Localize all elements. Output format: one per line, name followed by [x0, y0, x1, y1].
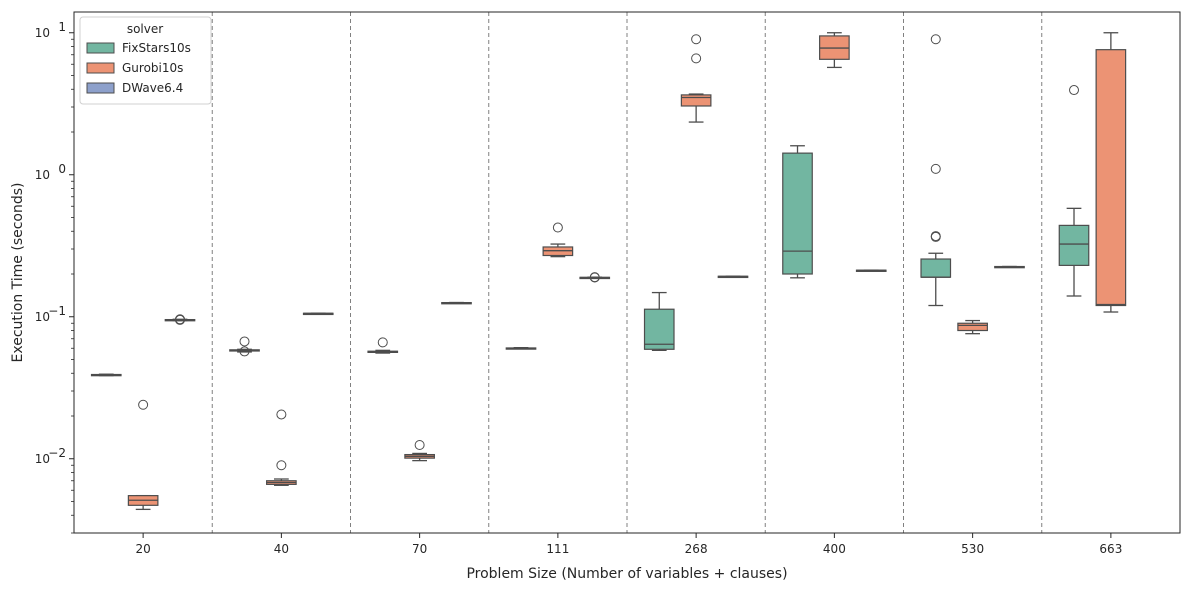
legend: solver FixStars10s Gurobi10s DWave6.4: [79, 16, 212, 105]
legend-swatch: [86, 42, 115, 54]
x-tick-label: 70: [412, 542, 427, 556]
x-tick-label: 40: [274, 542, 289, 556]
outlier-point: [930, 34, 941, 45]
plot-area: [90, 12, 1127, 533]
box-FixStars10s: [1058, 224, 1090, 266]
legend-entry: DWave6.4: [122, 81, 183, 95]
outlier-point: [239, 346, 250, 357]
outlier-point: [589, 272, 600, 283]
y-tick-exponent: −2: [48, 446, 66, 460]
box-FixStars10s: [782, 152, 813, 275]
legend-entry: FixStars10s: [122, 41, 191, 55]
box-Gurobi10s: [957, 322, 988, 332]
box-FixStars10s: [920, 258, 952, 278]
y-axis-title: Execution Time (seconds): [10, 182, 26, 362]
outlier-point: [138, 399, 149, 410]
box-Gurobi10s: [1095, 49, 1127, 307]
y-tick-exponent: 1: [58, 20, 66, 34]
outlier-point: [377, 337, 388, 348]
legend-title: solver: [127, 22, 163, 36]
legend-frame: [79, 16, 212, 105]
outlier-point: [930, 163, 941, 174]
outlier-point: [691, 34, 702, 45]
x-tick-label: 268: [685, 542, 708, 556]
outlier-point: [239, 336, 250, 347]
legend-swatch: [86, 82, 115, 94]
plot-frame: [73, 11, 1181, 534]
x-axis: 20 40 70 111 268 400 530 663: [135, 533, 1122, 556]
box-Gurobi10s: [680, 94, 712, 107]
y-tick-label: 10: [35, 452, 50, 466]
outlier-point: [691, 53, 702, 64]
y-tick-label: 10: [35, 310, 50, 324]
y-tick-exponent: 0: [58, 162, 66, 176]
outlier-point: [930, 231, 941, 242]
legend-entry: Gurobi10s: [122, 61, 183, 75]
x-axis-title: Problem Size (Number of variables + clau…: [466, 566, 787, 582]
x-tick-label: 663: [1099, 542, 1122, 556]
y-tick-label: 10: [35, 168, 50, 182]
y-tick-label: 10: [35, 26, 50, 40]
outlier-point: [1069, 85, 1080, 96]
y-tick-exponent: −1: [48, 304, 66, 318]
outlier-point: [930, 231, 941, 242]
outlier-point: [174, 314, 185, 325]
x-tick-label: 530: [961, 542, 984, 556]
outlier-point: [552, 222, 563, 233]
legend-swatch: [86, 62, 115, 74]
box-FixStars10s: [643, 308, 675, 350]
x-tick-label: 20: [135, 542, 150, 556]
x-tick-label: 400: [823, 542, 846, 556]
outlier-point: [414, 439, 425, 450]
x-tick-label: 111: [546, 542, 569, 556]
outlier-point: [276, 409, 287, 420]
outlier-point: [276, 460, 287, 471]
